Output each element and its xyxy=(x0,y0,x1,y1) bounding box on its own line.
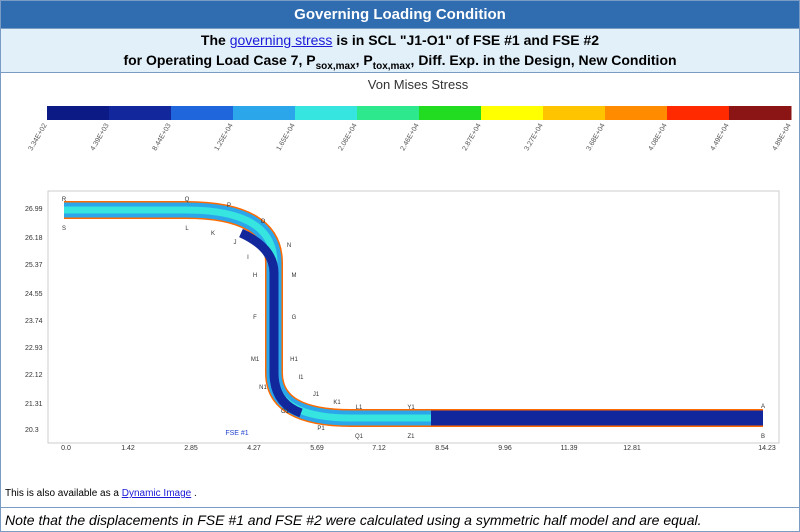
x-tick-label: 11.39 xyxy=(561,445,578,452)
node-label: Z1 xyxy=(407,434,415,440)
legend-swatch xyxy=(47,106,110,120)
node-label: J xyxy=(234,240,237,246)
x-tick-label: 2.85 xyxy=(184,445,198,452)
summary: The governing stress is in SCL "J1-O1" o… xyxy=(1,28,799,73)
y-tick-label: 23.74 xyxy=(25,318,43,325)
node-label: I xyxy=(247,255,249,261)
legend-label: 3.68E+04 xyxy=(586,122,607,152)
node-label: N1 xyxy=(259,385,267,391)
legend-label: 4.89E+04 xyxy=(772,122,793,152)
x-tick-label: 4.27 xyxy=(247,445,261,452)
legend-label: 3.27E+04 xyxy=(524,122,545,152)
legend-swatch xyxy=(357,106,420,120)
link[interactable]: governing stress xyxy=(229,32,333,48)
legend-label: 8.44E+03 xyxy=(152,122,173,152)
y-tick-label: 21.31 xyxy=(25,401,43,408)
legend-label: 2.87E+04 xyxy=(462,122,483,152)
node-label: P xyxy=(227,203,231,209)
node-label: H xyxy=(253,273,257,279)
y-tick-label: 26.18 xyxy=(25,235,43,242)
text: for Operating Load Case 7, P xyxy=(123,52,316,68)
footer: This is also available as a Dynamic Imag… xyxy=(5,488,197,499)
node-label: L1 xyxy=(356,405,363,411)
node-label: G xyxy=(292,315,297,321)
node-label: P1 xyxy=(317,426,325,432)
node-label: M xyxy=(292,273,297,279)
model-core xyxy=(239,228,303,418)
y-tick-label: 22.93 xyxy=(25,345,43,352)
node-label: F xyxy=(253,315,257,321)
y-tick-label: 25.37 xyxy=(25,262,43,269)
legend-label: 1.25E+04 xyxy=(214,122,235,152)
x-tick-label: 7.12 xyxy=(372,445,386,452)
legend-swatch xyxy=(419,106,482,120)
node-label: Q xyxy=(185,197,190,203)
summary-line: The governing stress is in SCL "J1-O1" o… xyxy=(1,30,799,50)
plot-frame xyxy=(47,190,780,444)
node-label: Q1 xyxy=(355,434,364,440)
header: Governing Loading Condition xyxy=(1,1,799,28)
legend-swatch xyxy=(233,106,296,120)
node-label: S xyxy=(62,226,66,232)
text: , P xyxy=(355,52,373,68)
text: is in SCL "J1-O1" of FSE #1 and FSE #2 xyxy=(336,32,600,48)
legend-label: 4.39E+03 xyxy=(90,122,111,152)
x-tick-label: 12.81 xyxy=(623,445,641,452)
node-label: K1 xyxy=(333,400,341,406)
part-label: FSE #1 xyxy=(225,430,248,437)
node-label: N xyxy=(287,243,291,249)
legend-swatch xyxy=(171,106,234,120)
legend-label: 2.06E+04 xyxy=(338,122,359,152)
legend-swatch xyxy=(109,106,172,120)
node-label: O1 xyxy=(281,409,290,415)
subscript: tox,max xyxy=(372,60,411,72)
y-tick-label: 22.12 xyxy=(25,372,43,379)
legend-swatch xyxy=(543,106,606,120)
x-tick-label: 9.96 xyxy=(498,445,512,452)
legend-swatch xyxy=(295,106,358,120)
node-label: M1 xyxy=(251,357,260,363)
legend-label: 4.08E+04 xyxy=(648,122,669,152)
node-label: O xyxy=(261,219,266,225)
node-label: L xyxy=(185,226,189,232)
y-tick-label: 24.55 xyxy=(25,291,43,298)
legend-label: 1.65E+04 xyxy=(276,122,297,152)
x-tick-label: 0.0 xyxy=(61,445,71,452)
y-tick-label: 20.3 xyxy=(25,427,39,434)
node-label: B xyxy=(761,434,765,440)
text: , Diff. Exp. in the Design, New Conditio… xyxy=(410,52,677,68)
node-label: Y1 xyxy=(407,405,415,411)
legend-swatch xyxy=(605,106,668,120)
legend-swatch xyxy=(481,106,544,120)
legend-swatch xyxy=(667,106,730,120)
node-label: A xyxy=(761,404,765,410)
node-label: I1 xyxy=(298,375,304,381)
x-tick-label: 8.54 xyxy=(435,445,449,452)
subscript: sox,max xyxy=(315,60,356,72)
note: Note that the displacements in FSE #1 an… xyxy=(1,507,800,532)
text: . xyxy=(193,488,197,499)
node-label: R xyxy=(62,197,67,203)
text: The xyxy=(200,32,226,48)
legend-title: Von Mises Stress xyxy=(368,77,469,92)
legend-label: 2.46E+04 xyxy=(400,122,421,152)
stress-plot: Von Mises Stress 3.34E+02 4.39E+03 8.44E+03… xyxy=(25,77,793,452)
legend-label: 4.49E+04 xyxy=(710,122,731,152)
summary-line: for Operating Load Case 7, Psox,max, Pto… xyxy=(1,50,799,77)
x-tick-label: 5.69 xyxy=(310,445,324,452)
legend-swatch xyxy=(729,106,792,120)
text: This is also available as a xyxy=(5,488,119,499)
y-tick-label: 26.99 xyxy=(25,206,43,213)
x-tick-label: 1.42 xyxy=(121,445,135,452)
legend-label: 3.34E+02 xyxy=(28,122,49,152)
link[interactable]: Dynamic Image xyxy=(121,488,192,499)
node-label: K xyxy=(211,231,215,237)
node-label: H1 xyxy=(290,357,298,363)
x-tick-label: 14.23 xyxy=(758,445,776,452)
node-label: J1 xyxy=(313,392,320,398)
